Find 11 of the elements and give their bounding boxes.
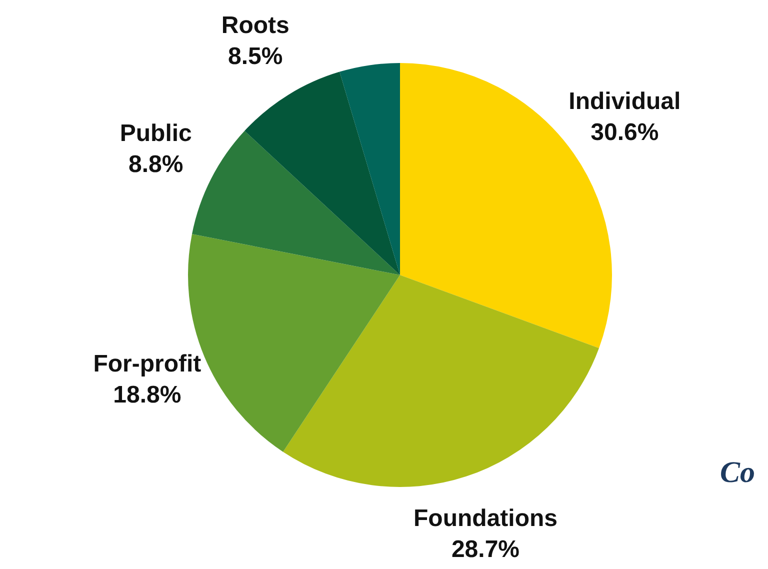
data-label: 30.6% — [590, 118, 659, 146]
slice-label: Public — [120, 120, 192, 148]
data-label: 8.8% — [128, 151, 184, 178]
data-label: 28.7% — [451, 536, 520, 563]
slice-label: Foundations — [413, 504, 558, 532]
data-label: 8.5% — [228, 42, 283, 70]
slice-label: Roots — [221, 12, 290, 39]
slice-label: For-profit — [93, 350, 202, 378]
text: Co — [720, 456, 756, 490]
slice-label: Individual — [568, 88, 681, 115]
data-label: 18.8% — [113, 381, 182, 408]
